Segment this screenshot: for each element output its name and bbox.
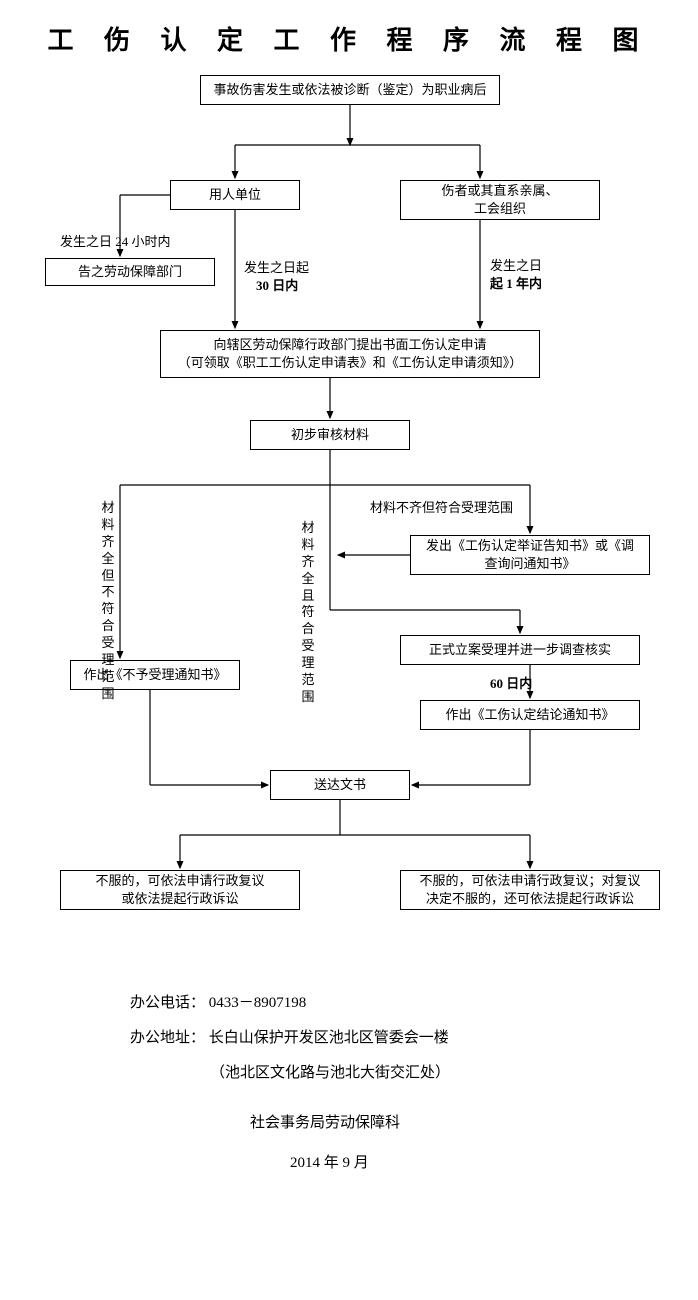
footer-addr-line1: 长白山保护开发区池北区管委会一楼	[209, 1030, 449, 1046]
node-conclusion: 作出《工伤认定结论通知书》	[420, 700, 640, 730]
node-evidence-notice: 发出《工伤认定举证告知书》或《调 查询问通知书》	[410, 535, 650, 575]
node-deliver-doc: 送达文书	[270, 770, 410, 800]
label-30d-a: 发生之日起	[244, 260, 309, 277]
node-start: 事故伤害发生或依法被诊断（鉴定）为职业病后	[200, 75, 500, 105]
label-60d: 60 日内	[490, 676, 532, 693]
footer-phone-label: 办公电话：	[130, 995, 205, 1011]
node-notify-dept: 告之劳动保障部门	[45, 258, 215, 286]
footer-addr-line2: （池北区文化路与池北大街交汇处）	[210, 1065, 450, 1081]
footer-date: 2014 年 9 月	[290, 1150, 369, 1177]
vlabel-mid: 材料齐全且符合受理范围	[300, 520, 316, 706]
label-incomplete: 材料不齐但符合受理范围	[370, 500, 513, 517]
footer-phone-value: 0433－8907198	[209, 995, 307, 1011]
node-victim: 伤者或其直系亲属、 工会组织	[400, 180, 600, 220]
label-30d-b: 30 日内	[256, 278, 298, 295]
label-24h: 发生之日 24 小时内	[60, 234, 171, 251]
label-1y-a: 发生之日	[490, 258, 542, 275]
node-submit-app: 向辖区劳动保障行政部门提出书面工伤认定申请 （可领取《职工工伤认定申请表》和《工…	[160, 330, 540, 378]
footer-dept: 社会事务局劳动保障科	[250, 1110, 400, 1137]
node-reject-notice: 作出《不予受理通知书》	[70, 660, 240, 690]
node-initial-review: 初步审核材料	[250, 420, 410, 450]
footer-phone: 办公电话： 0433－8907198	[130, 990, 306, 1017]
flowchart-canvas: 工 伤 认 定 工 作 程 序 流 程 图	[0, 0, 698, 1300]
vlabel-left: 材料齐全但不符合受理范围	[100, 500, 116, 703]
footer-addr1: 办公地址： 长白山保护开发区池北区管委会一楼	[130, 1025, 449, 1052]
page-title: 工 伤 认 定 工 作 程 序 流 程 图	[0, 20, 698, 57]
footer-addr2: （池北区文化路与池北大街交汇处）	[210, 1060, 450, 1087]
label-1y-b: 起 1 年内	[490, 276, 542, 293]
node-file-case: 正式立案受理并进一步调查核实	[400, 635, 640, 665]
footer-addr-label: 办公地址：	[130, 1030, 205, 1046]
node-employer: 用人单位	[170, 180, 300, 210]
node-appeal-left: 不服的，可依法申请行政复议 或依法提起行政诉讼	[60, 870, 300, 910]
node-appeal-right: 不服的，可依法申请行政复议；对复议 决定不服的，还可依法提起行政诉讼	[400, 870, 660, 910]
